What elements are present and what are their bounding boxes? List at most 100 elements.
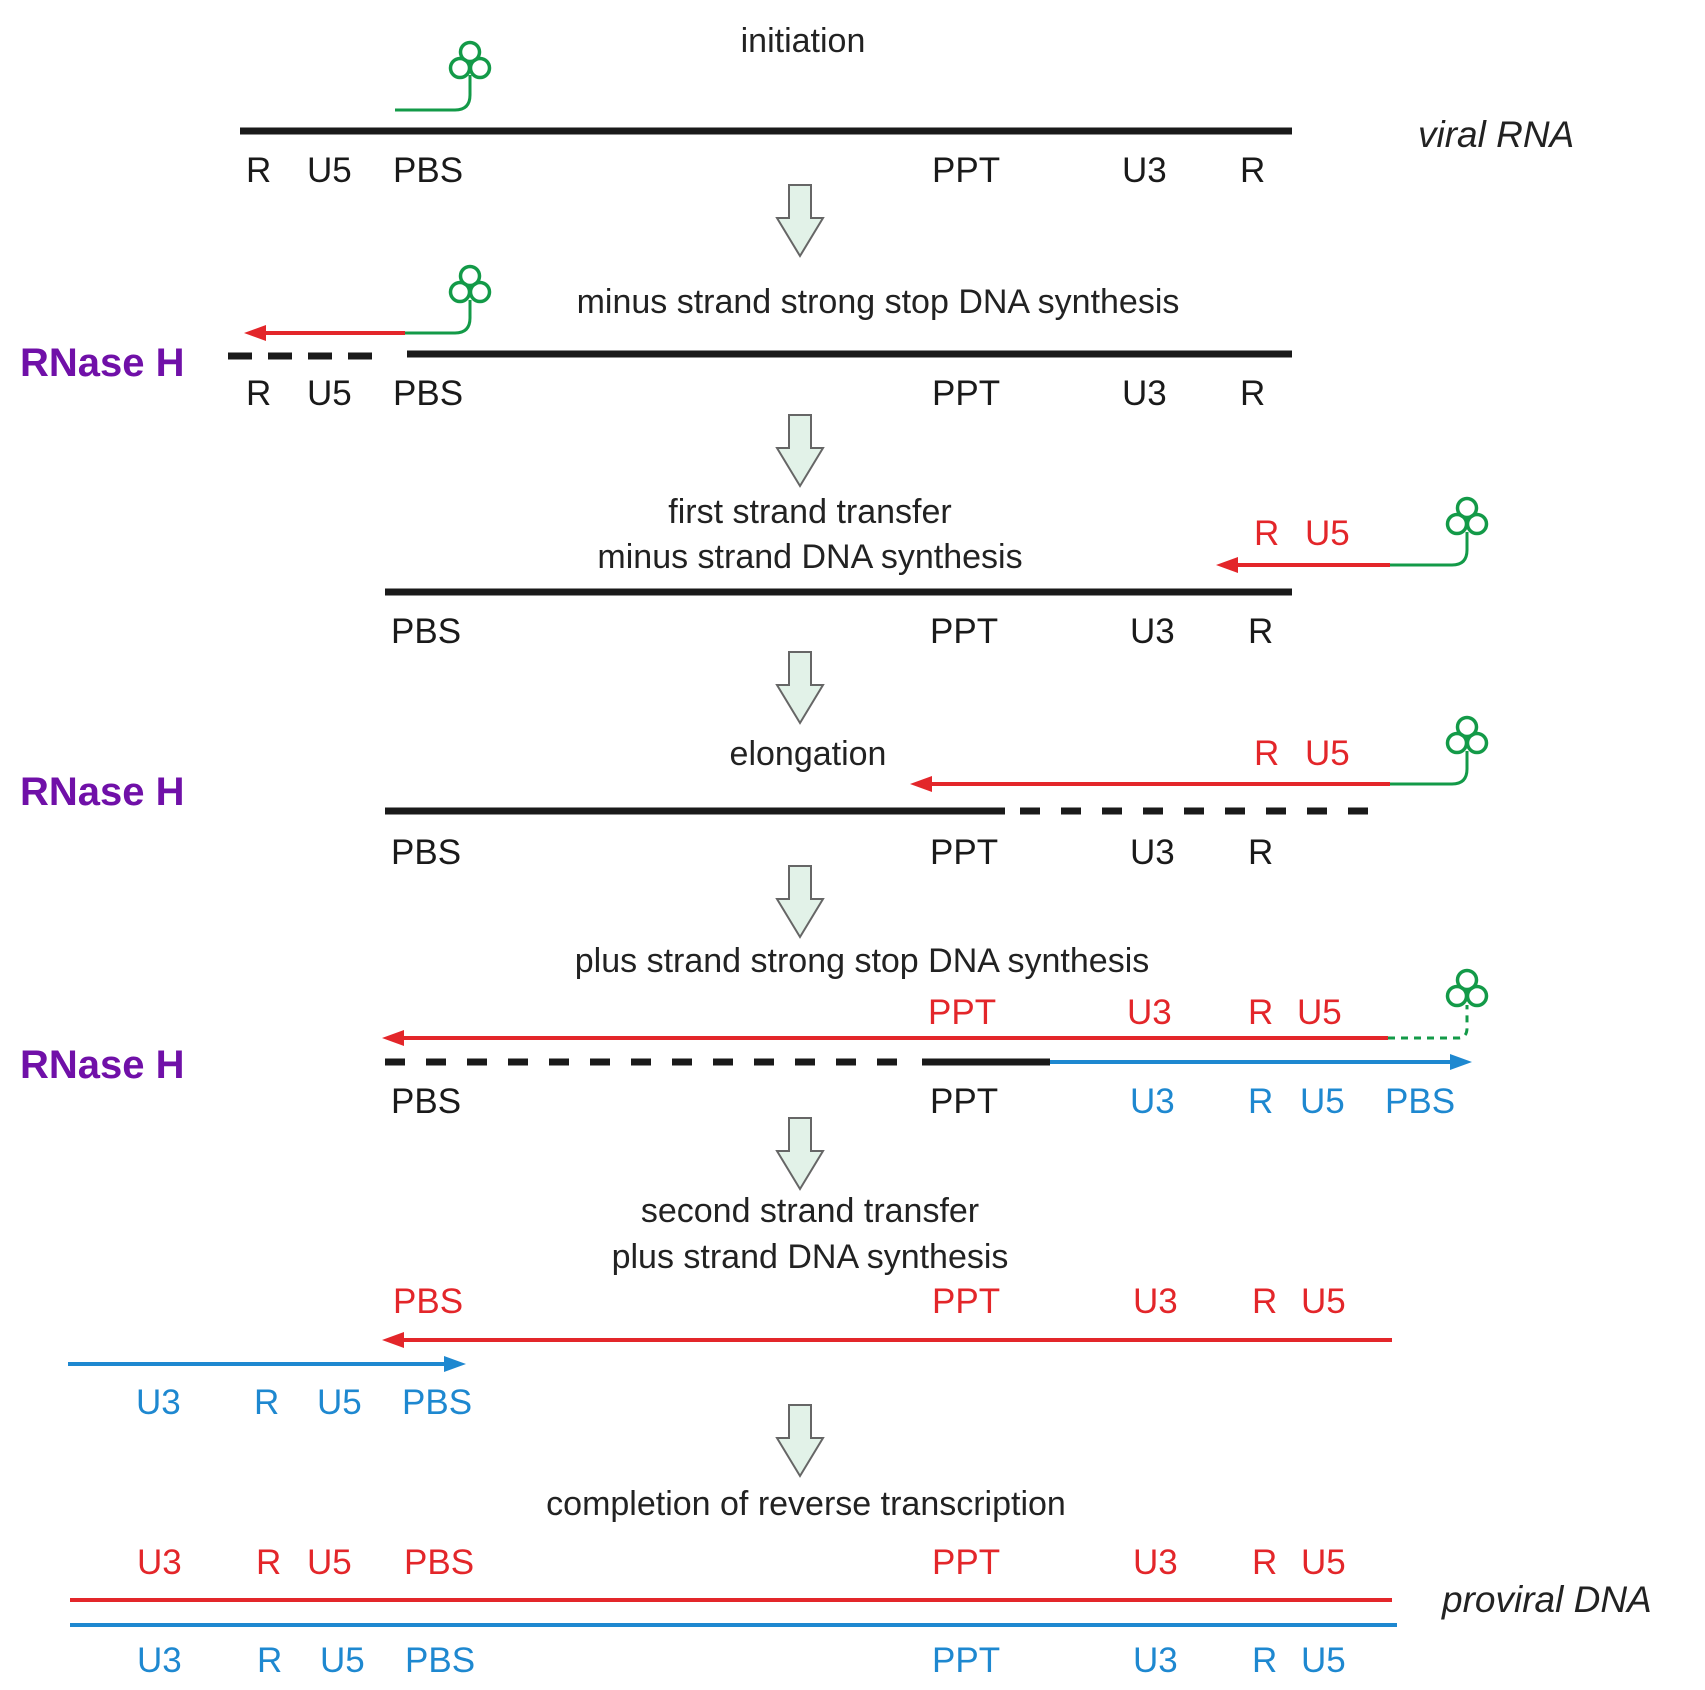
rnase-h-label: RNase H — [20, 770, 185, 814]
arrowhead-icon — [444, 1356, 466, 1372]
trna-cloverleaf-icon — [1445, 968, 1489, 1008]
blue-label-u3: U3 — [137, 1641, 182, 1680]
blue-label-ppt: PPT — [932, 1641, 1000, 1680]
red-label-u5: U5 — [1297, 993, 1342, 1032]
step-minus-strong-stop: minus strand strong stop DNA synthesis R… — [20, 264, 1292, 413]
blue-label-u3: U3 — [136, 1383, 181, 1422]
label-r: R — [1240, 374, 1265, 413]
red-label-ppt: PPT — [932, 1282, 1000, 1321]
process-arrow-icon — [775, 651, 825, 725]
label-ppt: PPT — [930, 612, 998, 651]
caption-plus-strong-stop: plus strand strong stop DNA synthesis — [575, 942, 1150, 980]
label-pbs: PBS — [393, 374, 463, 413]
label-u3: U3 — [1122, 374, 1167, 413]
red-label-pbs: PBS — [393, 1282, 463, 1321]
trna-cloverleaf-icon — [1445, 715, 1489, 755]
red-label-u3: U3 — [1133, 1543, 1178, 1582]
blue-label-u5: U5 — [1300, 1082, 1345, 1121]
red-label-u3: U3 — [137, 1543, 182, 1582]
trna-primer — [395, 75, 472, 112]
arrowhead-icon — [382, 1332, 404, 1348]
arrowhead-icon — [1450, 1054, 1472, 1070]
trna-cloverleaf-icon — [448, 40, 492, 80]
process-arrow-icon — [775, 1404, 825, 1478]
step-plus-strong-stop: plus strand strong stop DNA synthesis PP… — [20, 942, 1489, 1121]
arrowhead-icon — [244, 325, 266, 341]
red-label-r: R — [1252, 1282, 1277, 1321]
blue-label-pbs: PBS — [405, 1641, 475, 1680]
blue-label-r: R — [1252, 1641, 1277, 1680]
step-completion: completion of reverse transcription U3 R… — [70, 1485, 1652, 1680]
blue-label-r: R — [254, 1383, 279, 1422]
trna-primer — [1390, 532, 1469, 567]
blue-label-u5: U5 — [320, 1641, 365, 1680]
label-r: R — [1240, 151, 1265, 190]
rnase-h-label: RNase H — [20, 1043, 185, 1087]
trna-primer-degraded — [1388, 1005, 1469, 1040]
blue-label-pbs: PBS — [402, 1383, 472, 1422]
label-ppt: PPT — [932, 151, 1000, 190]
label-pbs: PBS — [393, 151, 463, 190]
red-label-u5: U5 — [1305, 514, 1350, 553]
label-u5: U5 — [307, 374, 352, 413]
process-arrow-icon — [775, 184, 825, 258]
label-r: R — [1248, 612, 1273, 651]
caption-second-strand-transfer: second strand transfer — [641, 1192, 979, 1230]
blue-label-r: R — [1248, 1082, 1273, 1121]
blue-label-u5: U5 — [1301, 1641, 1346, 1680]
label-u5: U5 — [307, 151, 352, 190]
rnase-h-label: RNase H — [20, 341, 185, 385]
process-arrow-icon — [775, 1117, 825, 1191]
red-label-r: R — [1254, 734, 1279, 773]
red-label-u3: U3 — [1127, 993, 1172, 1032]
arrowhead-icon — [910, 776, 932, 792]
red-label-pbs: PBS — [404, 1543, 474, 1582]
red-label-ppt: PPT — [928, 993, 996, 1032]
blue-label-u5: U5 — [317, 1383, 362, 1422]
step-second-strand-transfer: second strand transfer plus strand DNA s… — [68, 1192, 1392, 1422]
caption-initiation: initiation — [741, 22, 866, 60]
step-initiation: initiation R U5 PBS PPT U3 R viral RNA — [240, 22, 1574, 190]
trna-cloverleaf-icon — [448, 264, 492, 304]
label-u3: U3 — [1130, 833, 1175, 872]
process-arrow-icon — [775, 414, 825, 488]
blue-label-u3: U3 — [1130, 1082, 1175, 1121]
label-u3: U3 — [1122, 151, 1167, 190]
blue-label-r: R — [257, 1641, 282, 1680]
caption-first-strand-transfer: first strand transfer — [668, 493, 951, 531]
label-ppt: PPT — [932, 374, 1000, 413]
red-label-ppt: PPT — [932, 1543, 1000, 1582]
label-pbs: PBS — [391, 1082, 461, 1121]
caption-plus-strand-synthesis: plus strand DNA synthesis — [612, 1238, 1009, 1276]
process-arrow-icon — [775, 865, 825, 939]
caption-minus-strand-synthesis: minus strand DNA synthesis — [597, 538, 1022, 576]
red-label-u5: U5 — [1301, 1282, 1346, 1321]
label-r: R — [246, 374, 271, 413]
trna-primer — [405, 300, 472, 335]
trna-primer — [1390, 751, 1469, 786]
arrowhead-icon — [382, 1030, 404, 1046]
proviral-dna-label: proviral DNA — [1441, 1579, 1652, 1620]
caption-completion: completion of reverse transcription — [546, 1485, 1066, 1523]
caption-minus-strong-stop: minus strand strong stop DNA synthesis — [577, 283, 1180, 321]
red-label-r: R — [1252, 1543, 1277, 1582]
red-label-r: R — [256, 1543, 281, 1582]
label-ppt: PPT — [930, 1082, 998, 1121]
label-ppt: PPT — [930, 833, 998, 872]
label-r: R — [1248, 833, 1273, 872]
viral-rna-label: viral RNA — [1418, 114, 1574, 155]
blue-label-u3: U3 — [1133, 1641, 1178, 1680]
red-label-u5: U5 — [1301, 1543, 1346, 1582]
blue-label-pbs: PBS — [1385, 1082, 1455, 1121]
red-label-r: R — [1254, 514, 1279, 553]
trna-cloverleaf-icon — [1445, 496, 1489, 536]
red-label-r: R — [1248, 993, 1273, 1032]
arrowhead-icon — [1216, 557, 1238, 573]
step-first-strand-transfer: first strand transfer minus strand DNA s… — [385, 493, 1489, 651]
label-pbs: PBS — [391, 612, 461, 651]
step-elongation: elongation R U5 RNase H PBS PPT U3 R — [20, 715, 1489, 872]
label-r: R — [246, 151, 271, 190]
caption-elongation: elongation — [730, 735, 887, 773]
